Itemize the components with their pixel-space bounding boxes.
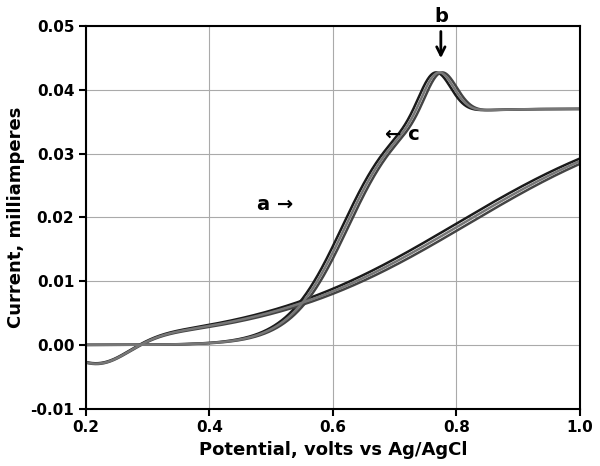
Y-axis label: Current, milliamperes: Current, milliamperes [7, 107, 25, 328]
Text: ← c: ← c [385, 125, 420, 144]
Text: a →: a → [257, 195, 293, 214]
Text: b: b [434, 7, 448, 55]
X-axis label: Potential, volts vs Ag/AgCl: Potential, volts vs Ag/AgCl [199, 441, 467, 459]
